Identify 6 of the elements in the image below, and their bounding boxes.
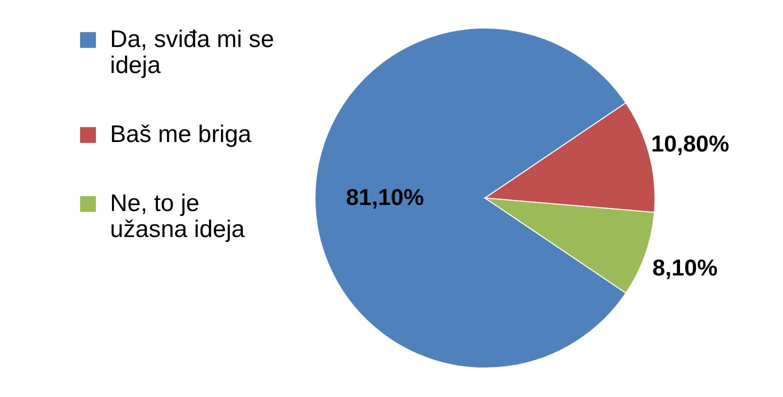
legend-label: Ne, to je užasna ideja (110, 190, 246, 243)
legend-label: Baš me briga (110, 121, 252, 148)
data-label: 81,10% (346, 184, 424, 210)
legend-label: Da, sviđa mi se ideja (110, 26, 274, 79)
data-label: 8,10% (652, 254, 718, 280)
data-label: 10,80% (651, 130, 730, 157)
